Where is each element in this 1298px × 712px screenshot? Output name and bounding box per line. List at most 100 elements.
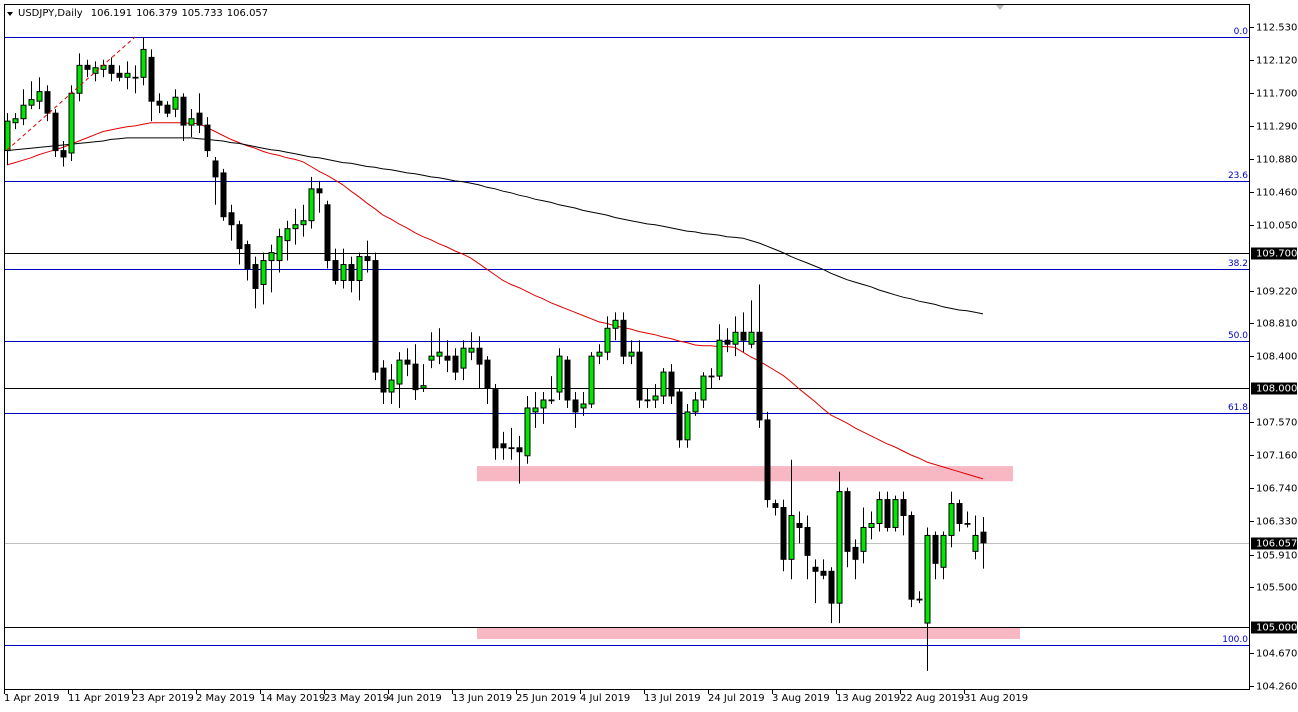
y-tick-label: 107.160 [1256, 451, 1297, 462]
candle-body [188, 118, 195, 126]
candle-body [44, 91, 51, 114]
candle-body [972, 534, 979, 552]
y-tick-label: 109.220 [1256, 287, 1297, 298]
x-tick-label: 13 Jul 2019 [644, 693, 701, 704]
candle-body [28, 99, 35, 106]
candle-body [684, 411, 691, 441]
candle-body [132, 76, 139, 79]
candle-body [924, 534, 931, 624]
y-tick-label: 108.810 [1256, 319, 1297, 330]
x-tick-label: 31 Aug 2019 [964, 693, 1028, 704]
y-tick-label: 111.700 [1256, 89, 1297, 100]
candle-body [716, 339, 723, 377]
candle-body [932, 534, 939, 564]
fibo-label: 50.0 [1228, 331, 1248, 341]
candle-body [588, 355, 595, 405]
last-high: 106.379 [136, 8, 177, 19]
candle-body [964, 522, 971, 525]
candle-body [492, 389, 499, 449]
x-tick-label: 25 Jun 2019 [516, 693, 576, 704]
candle-body [356, 256, 363, 281]
candle-body [828, 570, 835, 604]
candle-body [468, 347, 475, 353]
candle-body [700, 375, 707, 401]
current-price-box [1251, 537, 1297, 550]
header: USDJPY,Daily 106.191 106.379 105.733 106.057 [18, 8, 268, 19]
y-tick-label: 110.460 [1256, 188, 1297, 199]
y-tick-label: 111.290 [1256, 122, 1297, 133]
level-price-box [1251, 382, 1297, 395]
candle-body [884, 499, 891, 528]
plot-layer: 0.0 23.6 38.2 50.0 61.8 100.0 112.530 112.120 11… [4, 23, 1297, 704]
x-tick-label: 22 Aug 2019 [900, 693, 964, 704]
candle-body [84, 64, 91, 70]
candle-body [620, 319, 627, 357]
y-tick-label: 112.120 [1256, 56, 1297, 67]
candle-body [212, 160, 219, 178]
x-tick-label: 23 May 2019 [324, 693, 389, 704]
candle-body [548, 399, 555, 402]
candle-body [396, 359, 403, 385]
candle-body [636, 351, 643, 401]
candle-body [332, 260, 339, 281]
y-tick-label: 112.530 [1256, 23, 1297, 34]
y-tick-label: 106.740 [1256, 484, 1297, 495]
y-tick-label: 106.330 [1256, 517, 1297, 528]
candle-body [36, 91, 43, 102]
candle-body [780, 507, 787, 560]
x-tick-label: 13 Jun 2019 [452, 693, 512, 704]
candle-body [644, 399, 651, 402]
y-tick-label: 104.260 [1256, 682, 1297, 693]
candle-body [420, 385, 427, 389]
moving-average [6, 137, 984, 315]
plot-frame [4, 4, 1250, 690]
candle-body [124, 72, 131, 78]
candle-body [916, 598, 923, 601]
candle-body [220, 172, 227, 218]
fibo-label: 23.6 [1228, 171, 1248, 181]
candle-body [564, 359, 571, 401]
candle-body [796, 522, 803, 528]
level-price-label: 105.000 [1256, 623, 1297, 634]
candle-body [300, 220, 307, 226]
candle-body [652, 395, 659, 401]
menu-arrow [7, 12, 13, 16]
candle-body [148, 56, 155, 102]
last-low: 105.733 [181, 8, 222, 19]
candle-body [68, 92, 75, 154]
candle-body [844, 491, 851, 552]
y-tick-label: 110.050 [1256, 221, 1297, 232]
candle-body [540, 399, 547, 409]
candle-body [900, 499, 907, 517]
symbol: USDJPY,Daily [18, 8, 83, 19]
y-tick-label: 107.570 [1256, 418, 1297, 429]
x-tick-label: 4 Jun 2019 [388, 693, 442, 704]
y-tick-label: 108.400 [1256, 352, 1297, 363]
candle-body [292, 224, 299, 230]
x-tick-label: 2 May 2019 [196, 693, 255, 704]
candle-body [372, 260, 379, 373]
candle-body [268, 252, 275, 262]
x-tick-label: 3 Aug 2019 [772, 693, 830, 704]
candle-body [660, 371, 667, 397]
y-tick-label: 105.910 [1256, 551, 1297, 562]
candle-body [708, 375, 715, 378]
candle-body [284, 228, 291, 242]
candle-body [532, 407, 539, 413]
candle-body [812, 566, 819, 572]
candle-body [740, 331, 747, 341]
fibo-label: 0.0 [1234, 27, 1249, 37]
candle-body [20, 104, 27, 120]
candle-body [484, 359, 491, 389]
candle-body [156, 100, 163, 106]
candle-body [892, 499, 899, 528]
candle-body [524, 407, 531, 457]
candle-body [316, 188, 323, 194]
candle-body [956, 503, 963, 524]
last-open: 106.191 [91, 8, 132, 19]
last-close: 106.057 [227, 8, 268, 19]
candle-body [572, 399, 579, 413]
candle-body [380, 367, 387, 393]
candle-body [772, 503, 779, 509]
